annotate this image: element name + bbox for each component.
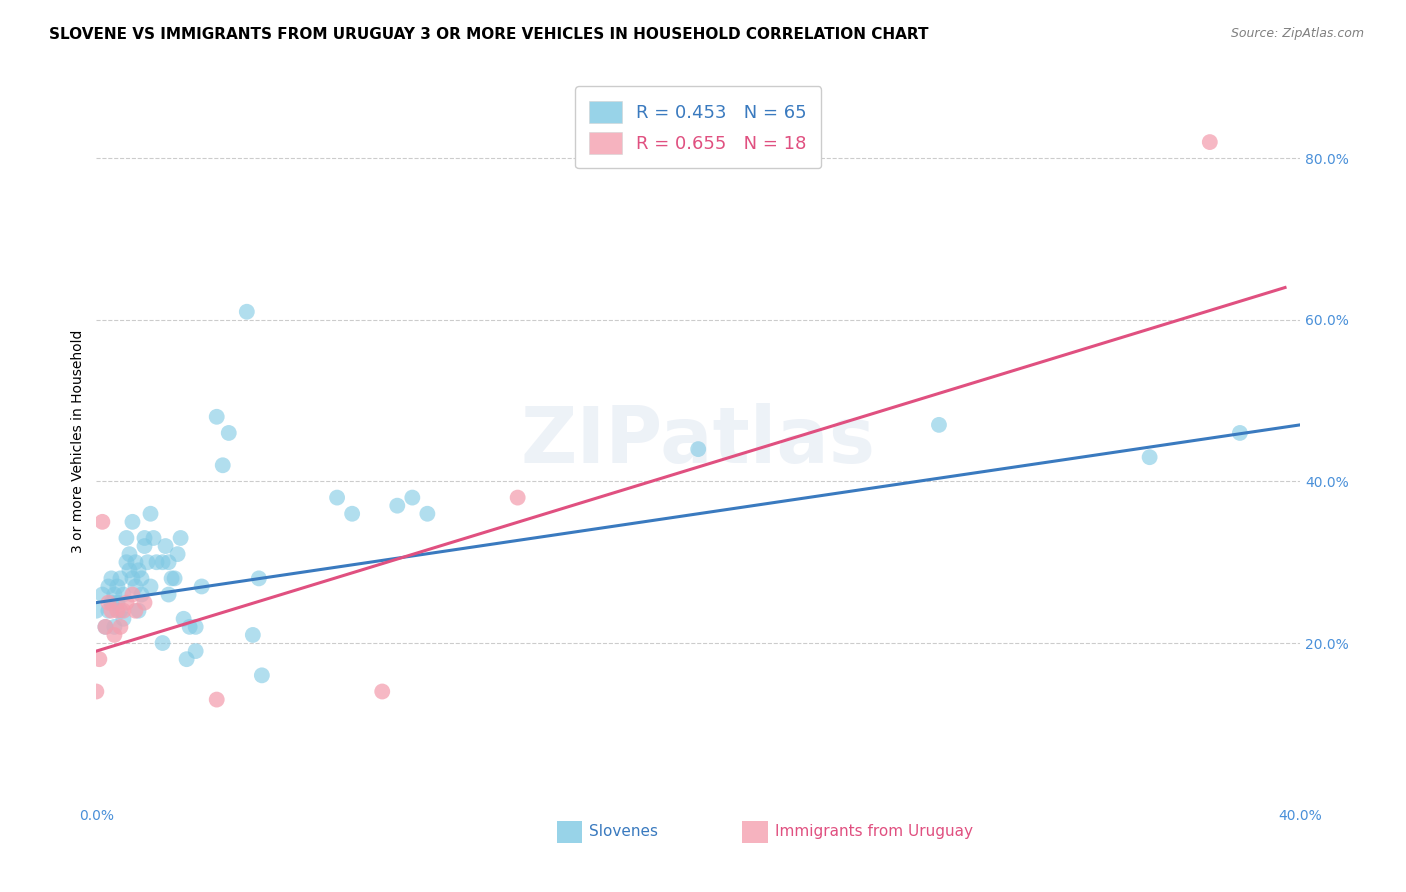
Point [97, 596, 120, 610]
Point [506, 491, 529, 505]
Point [112, 588, 135, 602]
Point [127, 563, 149, 577]
Point [91, 515, 114, 529]
Point [184, 620, 207, 634]
Point [152, 636, 174, 650]
Point [121, 515, 143, 529]
Point [91, 588, 114, 602]
Point [139, 507, 162, 521]
Text: Source: ZipAtlas.com: Source: ZipAtlas.com [1230, 27, 1364, 40]
Point [142, 531, 165, 545]
Point [97, 579, 120, 593]
Point [94, 620, 117, 634]
Point [236, 304, 259, 318]
Point [115, 555, 138, 569]
Point [103, 628, 125, 642]
Point [371, 684, 394, 698]
Point [103, 588, 125, 602]
Point [205, 409, 228, 424]
Point [100, 604, 122, 618]
Point [152, 555, 174, 569]
Point [136, 555, 159, 569]
Point [121, 588, 143, 602]
Point [163, 571, 186, 585]
Point [166, 547, 188, 561]
Point [169, 531, 191, 545]
Point [107, 579, 129, 593]
Point [179, 620, 201, 634]
Y-axis label: 3 or more Vehicles in Household: 3 or more Vehicles in Household [72, 329, 86, 553]
Point [124, 555, 146, 569]
Point [118, 547, 141, 561]
Text: Immigrants from Uruguay: Immigrants from Uruguay [775, 824, 973, 839]
Point [326, 491, 349, 505]
Point [340, 507, 363, 521]
Point [110, 620, 132, 634]
Point [131, 571, 153, 585]
Point [134, 531, 156, 545]
Point [100, 571, 122, 585]
Point [121, 571, 143, 585]
Point [247, 571, 270, 585]
Point [103, 620, 125, 634]
Point [134, 596, 156, 610]
Point [118, 563, 141, 577]
Point [112, 612, 135, 626]
Point [218, 425, 240, 440]
Point [173, 612, 195, 626]
Point [127, 604, 149, 618]
Point [139, 579, 162, 593]
Point [1198, 135, 1220, 149]
Point [97, 604, 120, 618]
Point [134, 539, 156, 553]
Point [1139, 450, 1161, 465]
Point [205, 692, 228, 706]
Point [115, 531, 138, 545]
Point [86, 604, 108, 618]
Point [94, 620, 117, 634]
Point [401, 491, 423, 505]
Point [131, 588, 153, 602]
Point [155, 539, 177, 553]
Point [176, 652, 198, 666]
Point [157, 588, 180, 602]
Point [184, 644, 207, 658]
Legend: R = 0.453   N = 65, R = 0.655   N = 18: R = 0.453 N = 65, R = 0.655 N = 18 [575, 87, 821, 169]
Point [110, 604, 132, 618]
Point [115, 596, 138, 610]
Text: Slovenes: Slovenes [589, 824, 658, 839]
Point [928, 417, 950, 432]
Point [112, 604, 135, 618]
Text: SLOVENE VS IMMIGRANTS FROM URUGUAY 3 OR MORE VEHICLES IN HOUSEHOLD CORRELATION C: SLOVENE VS IMMIGRANTS FROM URUGUAY 3 OR … [49, 27, 929, 42]
Point [688, 442, 710, 456]
Point [416, 507, 439, 521]
Point [107, 604, 129, 618]
Point [124, 604, 146, 618]
Point [1229, 425, 1251, 440]
Point [100, 596, 122, 610]
Point [124, 579, 146, 593]
Text: ZIPatlas: ZIPatlas [520, 403, 876, 479]
Point [107, 596, 129, 610]
Point [190, 579, 212, 593]
Point [160, 571, 183, 585]
Point [242, 628, 264, 642]
Point [211, 458, 233, 473]
Point [157, 555, 180, 569]
Point [145, 555, 167, 569]
Point [110, 571, 132, 585]
Point [387, 499, 409, 513]
Point [89, 652, 111, 666]
Point [250, 668, 273, 682]
Point [86, 684, 108, 698]
